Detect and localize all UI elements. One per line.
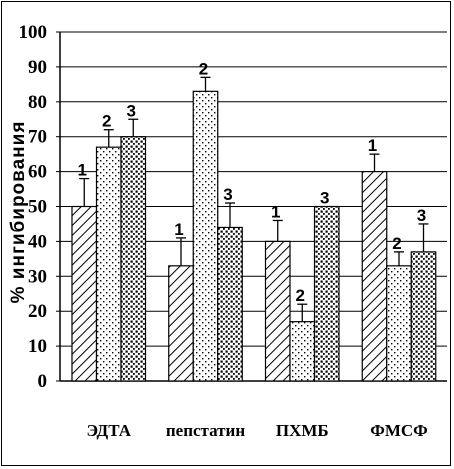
y-tick-label: 0 [38, 371, 48, 392]
bar-2-1 [168, 265, 194, 382]
bar-series-label: 3 [127, 101, 136, 120]
y-tick-label: 50 [28, 197, 47, 218]
bar-series-label: 3 [417, 206, 426, 225]
y-tick-label: 70 [28, 127, 47, 148]
bar-series-label: 1 [78, 161, 87, 180]
y-tick-label: 80 [28, 92, 47, 113]
x-category-label: ФМСФ [370, 421, 428, 440]
bar-series-label: 2 [102, 112, 111, 131]
bar-4-1 [361, 171, 388, 382]
x-category-label: ЭДТА [86, 421, 131, 440]
bar-series-label: 1 [174, 220, 183, 239]
x-category-label: ПХМБ [276, 421, 329, 440]
bar-series-label: 2 [392, 234, 401, 253]
bar-4-3 [410, 251, 437, 382]
y-tick-label: 60 [28, 162, 47, 183]
bar-series-label: 2 [296, 286, 305, 305]
y-tick-label: 40 [28, 231, 47, 252]
bar-3-2 [289, 321, 316, 382]
bar-series-label: 3 [320, 189, 329, 208]
y-tick-label: 20 [28, 301, 47, 322]
y-tick-label: 30 [28, 266, 47, 287]
y-tick-label: 90 [28, 57, 47, 78]
bar-3-3 [313, 205, 340, 382]
bar-2-3 [217, 226, 243, 382]
bar-series-label: 1 [271, 202, 280, 221]
bar-1-1 [71, 205, 98, 382]
x-category-label: пепстатин [166, 421, 245, 440]
bar-4-2 [386, 265, 412, 382]
y-tick-label: 100 [19, 22, 48, 43]
labels: % ингибирования 0 10 20 30 40 50 60 70 80 90 100 1 2… [8, 22, 428, 440]
bar-series-label: 1 [368, 136, 377, 155]
y-tick-label: 10 [28, 336, 47, 357]
bar-1-2 [95, 146, 122, 382]
y-axis-label: % ингибирования [8, 121, 29, 304]
bars [71, 76, 437, 382]
bar-1-3 [120, 136, 147, 382]
bar-3-1 [264, 240, 291, 382]
bar-series-label: 3 [223, 185, 232, 204]
bar-series-label: 2 [199, 59, 208, 78]
bar-2-2 [192, 90, 219, 382]
